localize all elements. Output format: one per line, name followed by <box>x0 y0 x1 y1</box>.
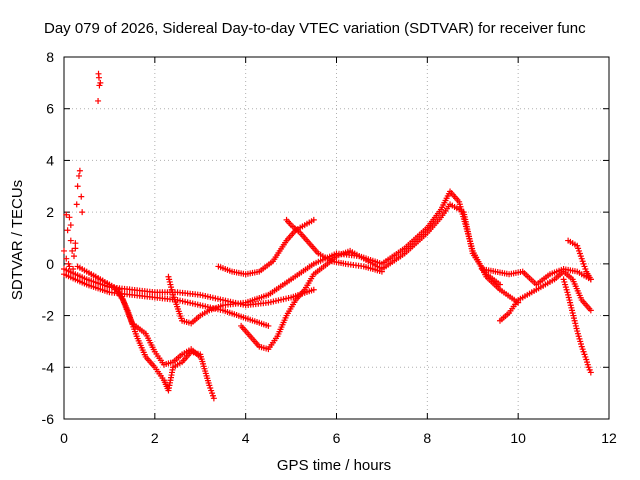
y-tick-label: 6 <box>46 101 54 117</box>
data-point <box>310 286 317 293</box>
data-point <box>265 322 272 329</box>
data-point <box>310 216 317 223</box>
data-point <box>79 209 86 216</box>
y-tick-label: -4 <box>42 359 55 375</box>
x-tick-label: 4 <box>242 430 250 446</box>
series-late-tracks <box>497 268 594 324</box>
data-point <box>64 227 71 234</box>
data-point <box>69 247 76 254</box>
data-point <box>72 240 79 247</box>
data-point <box>95 97 102 104</box>
series-late-bump <box>565 237 594 283</box>
x-tick-label: 0 <box>60 430 68 446</box>
data-point <box>96 82 103 89</box>
data-point <box>73 201 80 208</box>
x-axis-label: GPS time / hours <box>277 457 391 474</box>
grid-lines <box>64 57 609 419</box>
series-outlier-cluster <box>95 70 104 104</box>
data-point <box>378 268 385 275</box>
data-point <box>587 276 594 283</box>
series-crossing-arc <box>283 216 385 275</box>
series-short-arc <box>215 216 317 278</box>
series-late-tracks-2 <box>478 266 594 288</box>
x-tick-label: 6 <box>333 430 341 446</box>
y-tick-label: 8 <box>46 49 54 65</box>
data-point <box>61 247 67 254</box>
chart-title: Day 079 of 2026, Sidereal Day-to-day VTE… <box>44 20 586 37</box>
data-point <box>74 183 81 190</box>
y-tick-label: -2 <box>42 308 55 324</box>
data-point <box>67 222 74 229</box>
data-point <box>67 237 74 244</box>
data-point <box>587 369 594 376</box>
data-point <box>197 353 204 360</box>
series-early-scatter <box>61 167 86 273</box>
axis-ticks: 0 2 4 6 8 10 12 -6 -4 -2 0 2 4 6 8 <box>42 49 617 446</box>
data-point <box>95 70 102 77</box>
y-axis-label: SDTVAR / TECUs <box>9 180 26 300</box>
y-tick-label: 2 <box>46 204 54 220</box>
data-point <box>76 167 83 174</box>
y-tick-label: 4 <box>46 152 54 168</box>
x-tick-label: 10 <box>510 430 526 446</box>
data-point <box>66 263 73 270</box>
data-marks <box>61 70 594 402</box>
x-tick-label: 2 <box>151 430 159 446</box>
y-tick-label: 0 <box>46 256 54 272</box>
data-point <box>63 255 70 262</box>
y-tick-label: -6 <box>42 411 55 427</box>
data-point <box>587 307 594 314</box>
x-tick-label: 12 <box>601 430 617 446</box>
series-late-falling <box>560 276 594 376</box>
series-recovery-track <box>165 188 522 327</box>
data-point <box>63 211 70 218</box>
data-point <box>70 253 77 260</box>
data-point <box>66 214 73 221</box>
data-point <box>75 172 82 179</box>
series-dip-track-2 <box>88 271 204 368</box>
data-point <box>210 395 217 402</box>
data-point <box>78 193 85 200</box>
data-point <box>72 245 79 252</box>
x-tick-label: 8 <box>423 430 431 446</box>
data-point <box>497 281 503 288</box>
